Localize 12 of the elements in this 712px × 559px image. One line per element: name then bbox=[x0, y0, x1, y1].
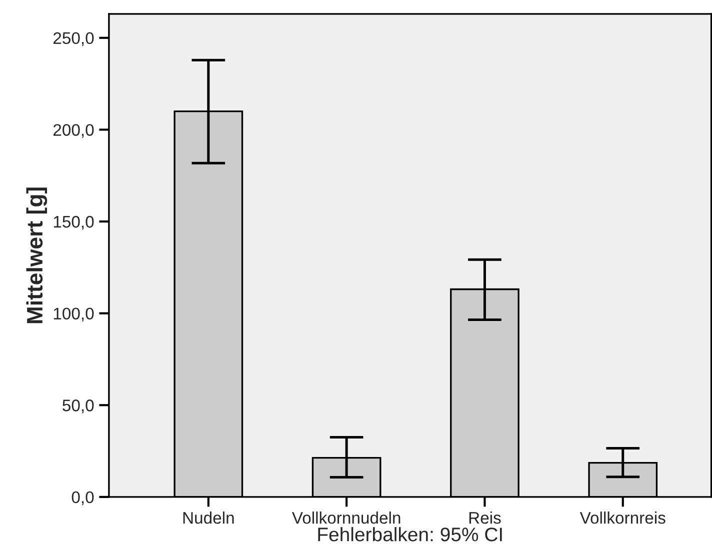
x-tick-label: Reis bbox=[469, 512, 501, 524]
y-tick-label: 200,0 bbox=[53, 124, 94, 138]
x-tick-label: Vollkornreis bbox=[580, 512, 666, 524]
y-tick-label: 250,0 bbox=[53, 32, 94, 46]
y-tick-label: 0,0 bbox=[72, 491, 94, 506]
y-tick-label: 50,0 bbox=[62, 400, 94, 414]
y-tick-label: 150,0 bbox=[54, 216, 94, 230]
x-tick-label: Nudeln bbox=[183, 512, 234, 524]
x-tick-label: Vollkornnudeln bbox=[292, 512, 400, 524]
y-axis-title: Mittelwert [g] bbox=[26, 188, 48, 324]
x-axis-title: Fehlerbalken: 95% CI bbox=[318, 527, 502, 542]
y-tick-label: 100,0 bbox=[54, 308, 94, 322]
